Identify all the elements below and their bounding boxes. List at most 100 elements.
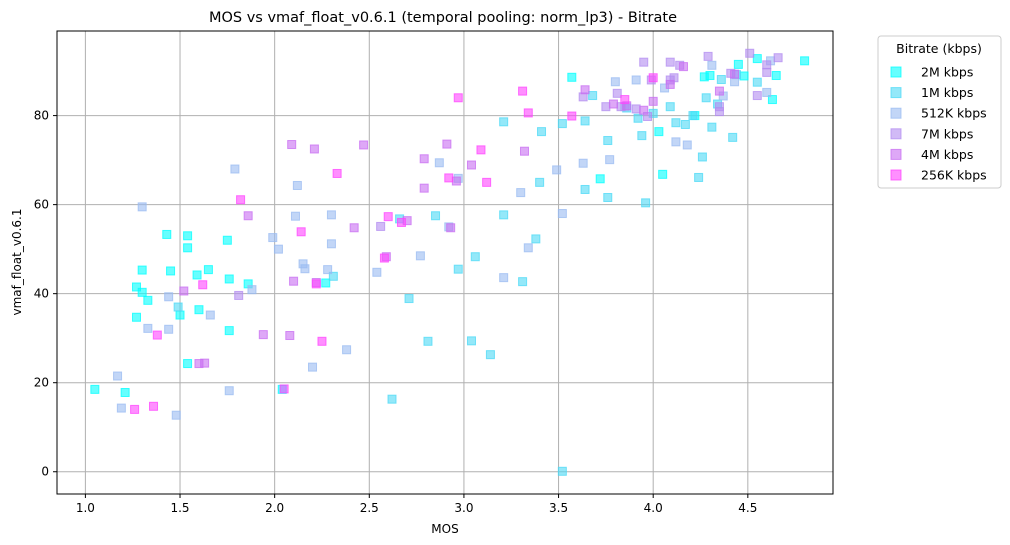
data-point <box>236 195 246 205</box>
data-point <box>730 77 740 87</box>
x-tick-label: 1.0 <box>76 501 95 515</box>
data-point <box>603 193 613 203</box>
x-axis-label: MOS <box>431 522 458 536</box>
data-point <box>289 276 299 286</box>
data-point <box>383 212 393 222</box>
data-point <box>415 251 425 261</box>
legend-label: 7M kbps <box>921 126 973 141</box>
data-point <box>258 330 268 340</box>
data-point <box>557 466 567 476</box>
data-point <box>707 60 717 70</box>
data-point <box>482 177 492 187</box>
y-tick-label: 20 <box>34 376 49 390</box>
data-point <box>680 119 690 129</box>
data-point <box>716 75 726 85</box>
data-point <box>404 294 414 304</box>
data-point <box>620 95 630 105</box>
data-point <box>752 54 762 64</box>
data-point <box>137 202 147 212</box>
data-point <box>166 266 176 276</box>
data-point <box>728 132 738 142</box>
legend-box <box>877 35 1002 189</box>
data-point <box>580 85 590 95</box>
y-tick-label: 0 <box>41 465 49 479</box>
legend-label: 2M kbps <box>921 65 973 80</box>
data-point <box>567 72 577 82</box>
data-point <box>234 290 244 300</box>
data-point <box>703 51 713 61</box>
data-point <box>701 93 711 103</box>
data-point <box>631 104 641 114</box>
x-tick-label: 3.5 <box>549 501 568 515</box>
data-point <box>287 140 297 150</box>
data-point <box>224 386 234 396</box>
data-point <box>697 152 707 162</box>
data-point <box>694 172 704 182</box>
y-axis-ticks: 0 20 40 60 80 <box>34 109 57 479</box>
data-point <box>678 62 688 72</box>
data-point <box>120 387 130 397</box>
data-point <box>113 371 123 381</box>
data-point <box>200 358 210 368</box>
data-point <box>557 119 567 129</box>
data-point <box>175 310 185 320</box>
data-point <box>152 330 162 340</box>
data-point <box>131 312 141 322</box>
legend-title: Bitrate (kbps) <box>896 41 982 56</box>
data-point <box>633 113 643 123</box>
legend-marker <box>890 148 902 160</box>
legend-label: 256K kbps <box>921 168 987 183</box>
data-point <box>285 331 295 341</box>
data-point <box>537 127 547 137</box>
data-point <box>601 102 611 112</box>
data-point <box>557 209 567 219</box>
data-point <box>639 105 649 115</box>
data-point <box>714 102 724 112</box>
data-point <box>423 336 433 346</box>
legend-marker <box>890 107 902 119</box>
legend: Bitrate (kbps) 2M kbps 1M kbps 512K kbps 7M… <box>877 35 1002 189</box>
data-point <box>296 227 306 237</box>
data-point <box>476 145 486 155</box>
data-point <box>771 71 781 81</box>
data-point <box>332 168 342 178</box>
data-point <box>767 95 777 105</box>
x-tick-label: 2.0 <box>265 501 284 515</box>
data-point <box>608 99 618 109</box>
data-point <box>308 362 318 372</box>
data-point <box>453 93 463 103</box>
data-point <box>762 67 772 77</box>
data-point <box>292 180 302 190</box>
data-point <box>631 75 641 85</box>
data-point <box>130 404 140 414</box>
data-point <box>349 223 359 233</box>
data-point <box>612 88 622 98</box>
data-point <box>224 326 234 336</box>
data-point <box>578 158 588 168</box>
x-tick-label: 4.0 <box>644 501 663 515</box>
data-point <box>171 410 181 420</box>
data-point <box>143 323 153 333</box>
data-point <box>773 53 783 63</box>
legend-marker <box>890 128 902 140</box>
data-point <box>523 108 533 118</box>
data-point <box>116 403 126 413</box>
data-point <box>665 102 675 112</box>
data-point <box>230 164 240 174</box>
data-point <box>379 253 389 263</box>
data-point <box>162 229 172 239</box>
data-point <box>688 111 698 121</box>
y-tick-label: 80 <box>34 109 49 123</box>
data-point <box>610 77 620 87</box>
data-point <box>359 140 369 150</box>
data-point <box>466 160 476 170</box>
data-point <box>654 127 664 137</box>
data-point <box>194 305 204 315</box>
data-point <box>143 295 153 305</box>
data-point <box>499 117 509 127</box>
data-point <box>518 86 528 96</box>
data-point <box>247 285 257 295</box>
data-point <box>567 111 577 121</box>
data-point <box>658 169 668 179</box>
